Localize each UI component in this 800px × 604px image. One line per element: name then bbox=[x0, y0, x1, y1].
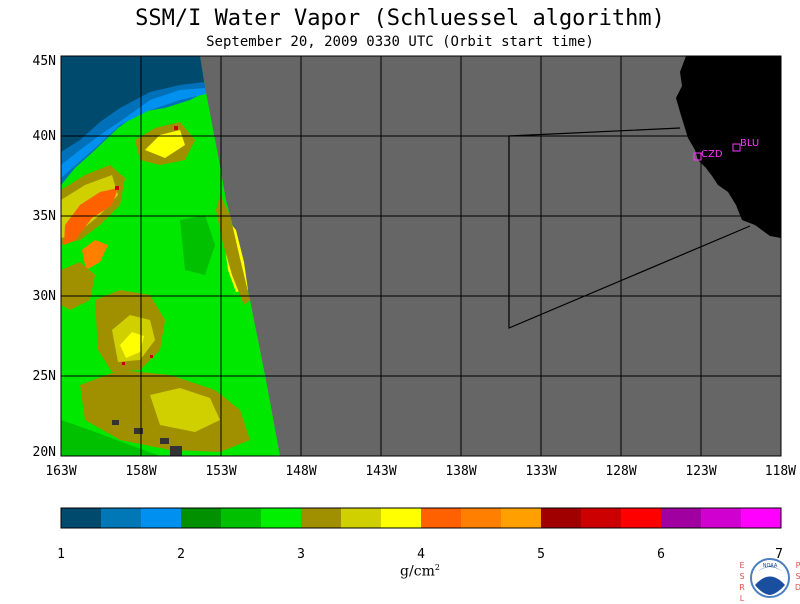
colorbar-tick: 1 bbox=[57, 547, 65, 562]
station-label-czd: CZD bbox=[701, 149, 723, 160]
logo-letter: D bbox=[794, 583, 800, 592]
colorbar-tick: 4 bbox=[417, 547, 425, 562]
units-exponent: 2 bbox=[434, 563, 440, 572]
colorbar-units: g/cm2 bbox=[0, 563, 800, 580]
lat-labels: 45N 40N 35N 30N 25N 20N bbox=[33, 54, 56, 460]
colorbar-swatch bbox=[581, 508, 622, 528]
colorbar-tick: 6 bbox=[657, 547, 665, 562]
colorbar-swatch bbox=[381, 508, 422, 528]
lat-label: 30N bbox=[33, 289, 56, 304]
lat-label: 45N bbox=[33, 54, 56, 69]
island-oahu-icon bbox=[134, 428, 143, 434]
analysis-region-outline bbox=[508, 127, 751, 329]
colorbar-swatch bbox=[461, 508, 502, 528]
colorbar-swatch bbox=[181, 508, 222, 528]
station-marker-blu bbox=[732, 143, 741, 152]
land-north-america bbox=[676, 56, 781, 238]
chart-subtitle: September 20, 2009 0330 UTC (Orbit start… bbox=[206, 34, 594, 50]
colorbar-swatch bbox=[661, 508, 702, 528]
logo-letter: E bbox=[739, 561, 745, 570]
lon-label: 143W bbox=[365, 464, 396, 479]
colorbar-tick: 2 bbox=[177, 547, 185, 562]
map-frame bbox=[60, 55, 782, 457]
lon-label: 163W bbox=[45, 464, 76, 479]
colorbar-swatch bbox=[101, 508, 142, 528]
colorbar-tick: 3 bbox=[297, 547, 305, 562]
colorbar-swatch bbox=[301, 508, 342, 528]
colorbar-swatch bbox=[741, 508, 782, 528]
lon-label: 118W bbox=[765, 464, 796, 479]
red-spot-2 bbox=[115, 186, 119, 190]
island-maui-icon bbox=[160, 438, 169, 444]
swath-yellow-upper-center bbox=[145, 130, 185, 158]
lon-label: 133W bbox=[525, 464, 556, 479]
map-area: CZD BLU bbox=[61, 56, 781, 456]
station-label-blu: BLU bbox=[740, 138, 759, 149]
swath-yellow-mid-2 bbox=[120, 332, 144, 358]
colorbar-ticks: 1 2 3 4 5 6 7 bbox=[57, 547, 783, 562]
colorbar-swatch bbox=[421, 508, 462, 528]
logo-letter: P bbox=[795, 561, 800, 570]
swath-green-south bbox=[61, 420, 160, 456]
logo-letter: S bbox=[795, 572, 800, 581]
lat-grid bbox=[61, 56, 781, 456]
swath-very-dry-region bbox=[61, 56, 204, 152]
colorbar-frame bbox=[60, 507, 782, 529]
lat-label: 20N bbox=[33, 445, 56, 460]
lon-label: 158W bbox=[125, 464, 156, 479]
swath-olive-east-band bbox=[216, 195, 250, 305]
lon-grid bbox=[61, 56, 781, 456]
swath-yellow-south bbox=[150, 388, 220, 432]
colorbar-swatch bbox=[141, 508, 182, 528]
colorbar bbox=[61, 508, 782, 528]
island-hawaii-icon bbox=[170, 446, 182, 456]
red-spot-3 bbox=[150, 355, 153, 358]
colorbar-swatch bbox=[701, 508, 742, 528]
logo-letter: S bbox=[739, 572, 745, 581]
colorbar-swatch bbox=[261, 508, 302, 528]
colorbar-swatch bbox=[341, 508, 382, 528]
colorbar-tick: 5 bbox=[537, 547, 545, 562]
lon-label: 128W bbox=[605, 464, 636, 479]
swath-light-blue-edge bbox=[61, 88, 206, 178]
lon-label: 123W bbox=[685, 464, 716, 479]
lon-label: 148W bbox=[285, 464, 316, 479]
noaa-logo: NOAA bbox=[750, 558, 790, 598]
colorbar-swatch bbox=[621, 508, 662, 528]
swath-green-right-center bbox=[180, 215, 215, 275]
lat-label: 25N bbox=[33, 369, 56, 384]
station-marker-czd bbox=[693, 152, 702, 161]
colorbar-swatch bbox=[61, 508, 102, 528]
colorbar-swatch bbox=[541, 508, 582, 528]
units-text: g/cm bbox=[400, 563, 435, 580]
lon-labels: 163W 158W 153W 148W 143W 138W 133W 128W … bbox=[45, 464, 796, 479]
noaa-logo-text: NOAA bbox=[763, 563, 778, 569]
colorbar-swatch bbox=[221, 508, 262, 528]
logo-letter: L bbox=[739, 594, 745, 603]
chart-title: SSM/I Water Vapor (Schluessel algorithm) bbox=[135, 6, 665, 31]
red-spot-4 bbox=[122, 362, 125, 365]
colorbar-tick: 7 bbox=[775, 547, 783, 562]
island-kauai-icon bbox=[112, 420, 119, 425]
swath-orange-patch-2 bbox=[82, 240, 108, 270]
colorbar-swatch bbox=[501, 508, 542, 528]
logo-letter: R bbox=[739, 583, 745, 592]
red-spot-1 bbox=[174, 126, 178, 130]
lat-label: 40N bbox=[33, 129, 56, 144]
lat-label: 35N bbox=[33, 209, 56, 224]
lon-label: 138W bbox=[445, 464, 476, 479]
swath-olive-west bbox=[61, 262, 95, 310]
lon-label: 153W bbox=[205, 464, 236, 479]
